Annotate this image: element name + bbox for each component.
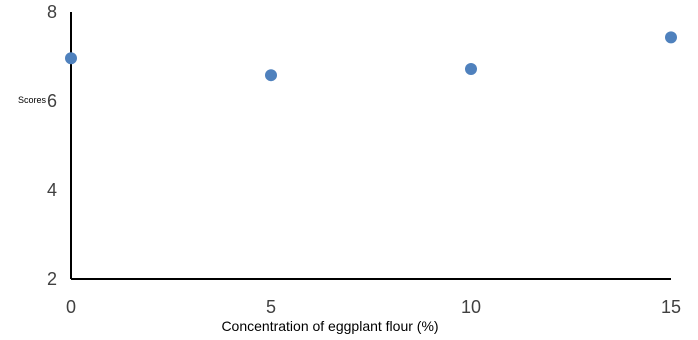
y-tick-labels: 2 4 6 8: [47, 2, 57, 289]
x-tick-label: 10: [461, 297, 481, 317]
data-point: [465, 62, 477, 75]
data-point: [65, 52, 77, 65]
x-axis-title: Concentration of eggplant flour (%): [221, 318, 438, 334]
data-point: [265, 69, 277, 82]
data-point: [665, 31, 677, 44]
x-tick-labels: 0 5 10 15: [66, 297, 681, 317]
x-tick-label: 0: [66, 297, 76, 317]
y-tick-label: 8: [47, 2, 57, 22]
y-axis-title: Scores: [18, 95, 47, 105]
x-tick-label: 15: [661, 297, 681, 317]
data-points: [65, 31, 677, 82]
y-tick-label: 2: [47, 269, 57, 289]
axes-group: [70, 12, 671, 280]
y-tick-label: 4: [47, 180, 57, 200]
y-tick-label: 6: [47, 91, 57, 111]
x-tick-label: 5: [266, 297, 276, 317]
